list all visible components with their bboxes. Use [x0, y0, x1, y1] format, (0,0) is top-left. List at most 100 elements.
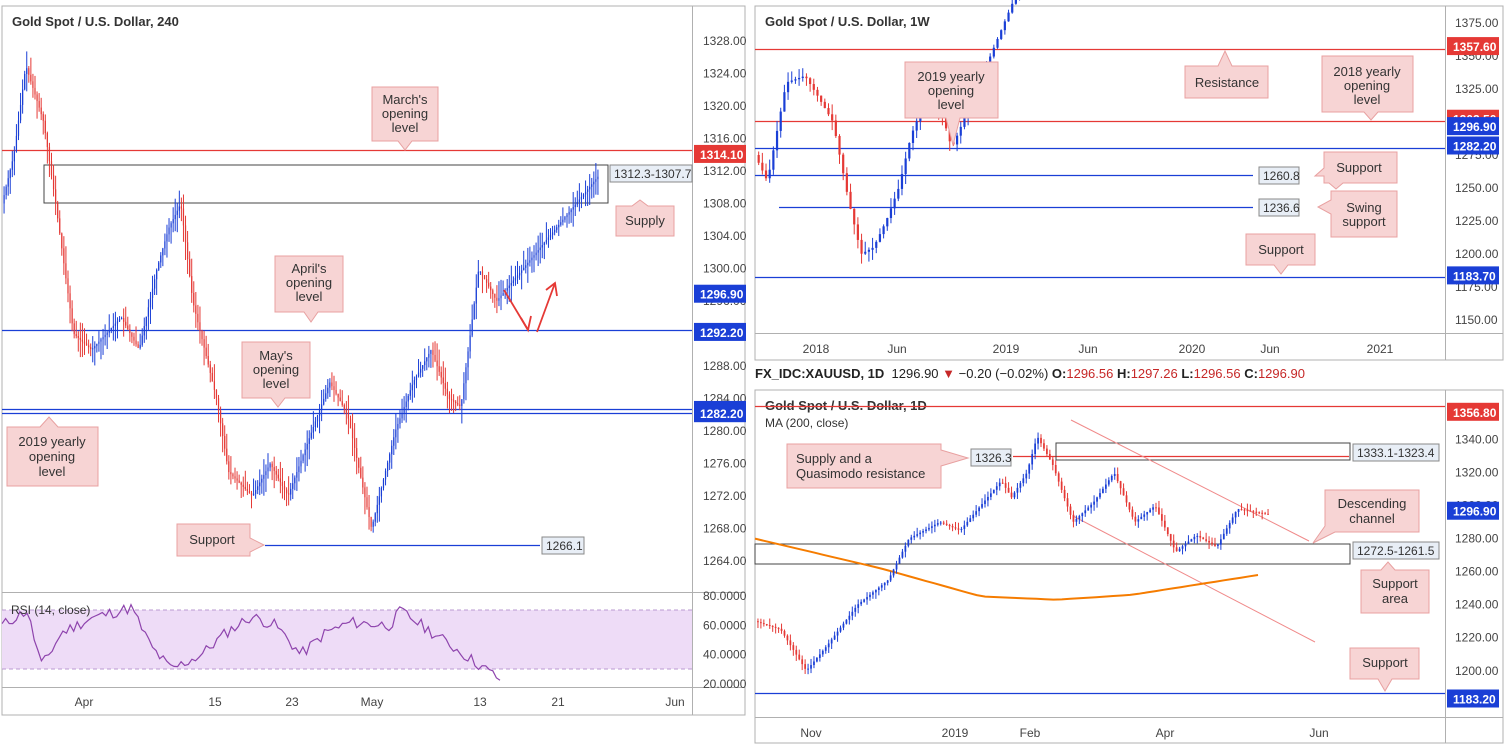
- h4-time-axis[interactable]: Apr 15 23 May 13 21 Jun: [75, 695, 685, 709]
- weekly-candle: [871, 237, 874, 260]
- h4-candle: [294, 475, 296, 491]
- daily-candle: [1040, 434, 1042, 448]
- daily-time-axis[interactable]: Nov 2019 Feb Apr Jun: [800, 726, 1328, 740]
- h4-candle: [589, 174, 591, 205]
- daily-candle: [1152, 504, 1154, 516]
- weekly-candle: [772, 146, 775, 175]
- weekly-candle: [893, 191, 896, 215]
- h4-candle: [547, 229, 550, 248]
- daily-candle: [804, 659, 807, 674]
- h4-candle: [405, 393, 407, 423]
- h4-candle: [339, 389, 341, 402]
- daily-candle: [774, 623, 777, 634]
- daily-candle: [1211, 537, 1213, 547]
- callout-may-opening: May's opening level: [241, 341, 311, 408]
- daily-candle: [1199, 530, 1202, 542]
- price-tick-label: 1340.00: [1455, 433, 1499, 447]
- daily-candle: [866, 592, 868, 605]
- h4-chart[interactable]: Gold Spot / U.S. Dollar, 240 1312.3-1307…: [0, 0, 748, 745]
- daily-candle: [1090, 502, 1093, 514]
- h4-candle: [531, 251, 533, 273]
- daily-chart[interactable]: Gold Spot / U.S. Dollar, 1D MA (200, clo…: [753, 388, 1506, 745]
- h4-candle: [473, 301, 475, 320]
- supply-zone-box: [1055, 442, 1351, 461]
- weekly-candles: [757, 0, 1021, 264]
- h4-candle: [195, 291, 197, 328]
- h4-candle: [331, 372, 333, 391]
- h4-candle: [19, 92, 22, 124]
- daily-candle: [992, 489, 995, 494]
- price-marker: 1183.70: [1447, 266, 1499, 285]
- h4-candle: [372, 519, 374, 533]
- weekly-candle: [908, 142, 911, 162]
- h4-candle: [211, 367, 213, 382]
- price-tick-label: 1312.00: [703, 164, 747, 178]
- svg-text:1333.1-1323.4: 1333.1-1323.4: [1357, 446, 1435, 460]
- daily-candle: [1261, 510, 1264, 520]
- daily-candle: [1237, 508, 1240, 517]
- daily-candle: [1093, 495, 1095, 511]
- h4-candle: [5, 184, 7, 200]
- h4-candle: [432, 342, 434, 368]
- weekly-candle: [823, 98, 826, 109]
- daily-candle: [910, 534, 913, 544]
- daily-candle: [919, 530, 922, 540]
- h4-candle: [288, 476, 290, 506]
- daily-candle: [913, 531, 916, 541]
- svg-text:March's: March's: [382, 92, 428, 107]
- h4-candle: [591, 177, 593, 199]
- daily-price-axis[interactable]: 1340.001320.001300.001280.001260.001240.…: [1447, 402, 1499, 708]
- svg-text:1326.3: 1326.3: [975, 451, 1012, 465]
- weekly-candle: [915, 115, 918, 138]
- h4-candle: [7, 170, 9, 196]
- h4-candle: [127, 316, 129, 331]
- weekly-chart[interactable]: Gold Spot / U.S. Dollar, 1W 1260.8 1236.…: [753, 0, 1506, 362]
- daily-candle: [892, 568, 895, 578]
- daily-candle: [1240, 503, 1243, 511]
- h4-candle: [3, 186, 5, 214]
- h4-candle: [273, 456, 275, 489]
- daily-candle: [842, 621, 845, 631]
- h4-candle: [57, 200, 59, 223]
- h4-candle: [356, 437, 358, 475]
- h4-candle: [104, 324, 106, 346]
- h4-candle: [217, 394, 220, 423]
- h4-candle: [90, 343, 92, 357]
- callout-april-opening: April's opening level: [274, 255, 344, 323]
- h4-candle: [184, 215, 187, 261]
- h4-price-axis[interactable]: 1328.00 1324.00 1320.00 1316.00 1312.00 1308.…: [694, 34, 747, 691]
- daily-candle: [1178, 546, 1181, 552]
- daily-candle: [1116, 467, 1119, 484]
- daily-candle: [845, 619, 848, 625]
- daily-candle: [880, 583, 883, 592]
- daily-candle: [1175, 542, 1178, 552]
- weekly-time-axis[interactable]: 2018 Jun 2019 Jun 2020 Jun 2021: [803, 342, 1394, 356]
- h4-candle: [279, 461, 281, 494]
- price-marker: 1314.10: [694, 144, 746, 163]
- h4-candle: [44, 114, 46, 140]
- callout-supply: Supply: [615, 199, 675, 237]
- callout-march-opening: March's opening level: [371, 86, 439, 151]
- h4-candle: [67, 270, 69, 303]
- change-value: −0.20 (−0.02%): [958, 366, 1049, 381]
- price-tick-label: 1220.00: [1455, 631, 1499, 645]
- weekly-candle: [834, 114, 837, 138]
- daily-candle: [1113, 467, 1116, 480]
- h4-candle: [48, 142, 51, 177]
- weekly-price-axis[interactable]: 1375.001350.001325.001300.001275.001250.…: [1447, 16, 1499, 327]
- daily-candle: [771, 625, 774, 632]
- daily-candle: [1181, 544, 1184, 555]
- daily-candle: [1222, 528, 1225, 540]
- h4-candle: [96, 343, 98, 353]
- h4-candle: [576, 190, 578, 208]
- svg-text:level: level: [392, 120, 419, 135]
- h4-candle: [415, 374, 418, 389]
- daily-candle: [972, 510, 975, 522]
- svg-text:April's: April's: [292, 261, 327, 276]
- h4-candle: [496, 285, 498, 314]
- daily-candle: [1193, 533, 1196, 544]
- svg-text:level: level: [938, 97, 965, 112]
- h4-candle: [593, 171, 595, 198]
- price-marker: 1296.90: [1447, 501, 1499, 520]
- h4-candle: [30, 57, 32, 85]
